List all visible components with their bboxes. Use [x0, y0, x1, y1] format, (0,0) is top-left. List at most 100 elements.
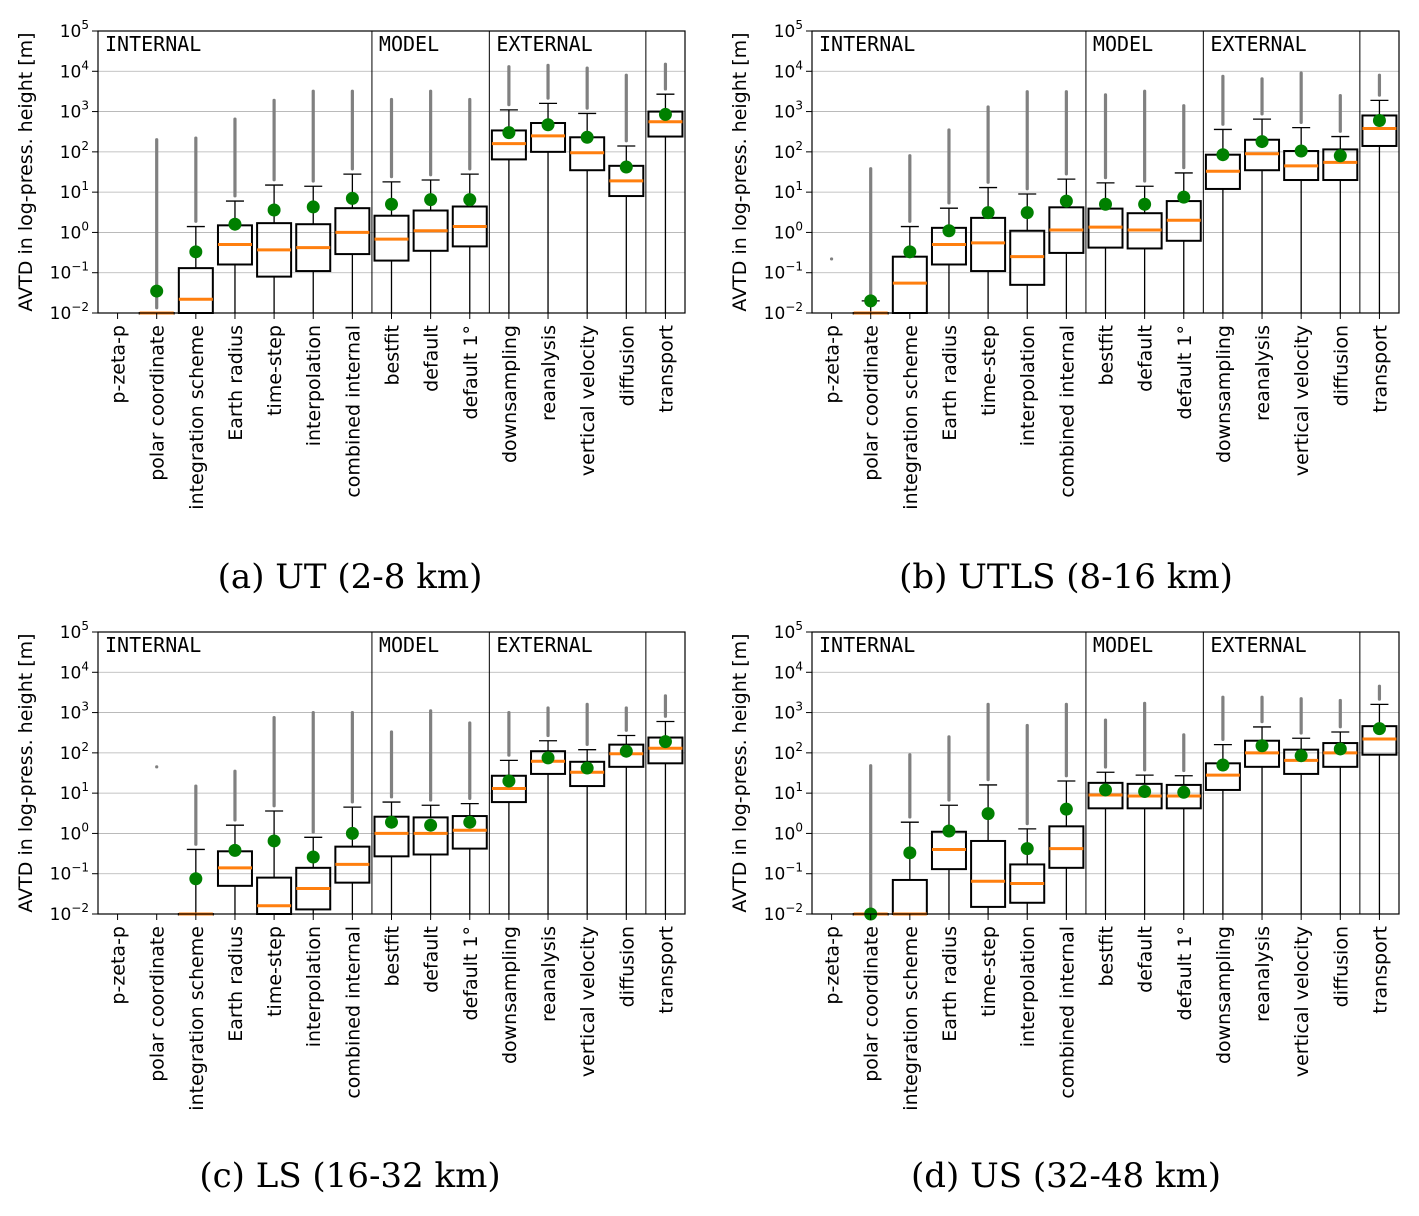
- box-10: [1165, 104, 1202, 313]
- box-8: [1087, 93, 1124, 313]
- group-label: MODEL: [379, 633, 439, 657]
- y-axis-label: AVTD in log-press. height [m]: [15, 32, 37, 311]
- y-tick-label: 104: [60, 659, 89, 683]
- y-tick-label: 101: [60, 179, 89, 203]
- x-tick-label: interpolation: [1017, 926, 1039, 1047]
- y-tick-label: 100: [60, 820, 89, 844]
- x-tick-label: default: [1135, 926, 1157, 993]
- y-tick-label: 10−1: [764, 861, 803, 885]
- box-9: [1126, 701, 1163, 914]
- y-tick-label: 102: [60, 139, 89, 163]
- mean-marker: [1059, 194, 1073, 208]
- box-2: [852, 764, 889, 921]
- box-15: [1361, 684, 1398, 914]
- box-15: [647, 62, 684, 313]
- box-body: [891, 878, 928, 916]
- y-tick-label: 100: [774, 820, 803, 844]
- mean-marker: [942, 224, 956, 238]
- mean-marker: [463, 193, 477, 207]
- box-3: [177, 784, 214, 916]
- y-tick-label: 100: [60, 219, 89, 243]
- group-label: EXTERNAL: [496, 32, 592, 56]
- group-label: INTERNAL: [819, 633, 915, 657]
- group-label: EXTERNAL: [1210, 32, 1306, 56]
- box-13: [569, 66, 606, 313]
- y-axis-label: AVTD in log-press. height [m]: [15, 633, 37, 912]
- x-tick-label: downsampling: [1213, 325, 1235, 463]
- box-5: [970, 702, 1007, 914]
- box-2: [155, 765, 159, 769]
- box-7: [334, 89, 371, 313]
- x-tick-label: interpolation: [303, 325, 325, 446]
- x-tick-label: vertical velocity: [577, 926, 599, 1077]
- box-14: [608, 73, 645, 313]
- box-12: [530, 706, 567, 914]
- box-11: [490, 710, 527, 914]
- group-label: EXTERNAL: [1210, 633, 1306, 657]
- mean-marker: [541, 118, 555, 132]
- caption-c: (c) LS (16-32 km): [199, 1156, 501, 1196]
- x-tick-label: diffusion: [616, 325, 638, 406]
- x-tick-label: interpolation: [303, 926, 325, 1047]
- box-6: [1009, 90, 1046, 313]
- box-6: [1009, 723, 1046, 914]
- y-tick-label: 101: [60, 780, 89, 804]
- mean-marker: [580, 130, 594, 144]
- box-3: [177, 136, 214, 314]
- x-tick-label: bestfit: [382, 926, 404, 987]
- box-3: [891, 154, 928, 314]
- x-tick-label: integration scheme: [900, 325, 922, 510]
- mean-marker: [864, 294, 878, 308]
- x-tick-label: reanalysis: [538, 325, 560, 421]
- outlier-point: [155, 765, 159, 769]
- x-tick-label: transport: [1369, 325, 1391, 413]
- x-tick-label: time-step: [978, 926, 1000, 1017]
- mean-marker: [1177, 190, 1191, 204]
- panel-b: 10−2 100 102 104 10−1 101 103 105 AVTD in log-pr…: [729, 18, 1400, 510]
- y-tick-label: 10−1: [50, 861, 89, 885]
- x-tick-label: default: [421, 926, 443, 993]
- box-6: [295, 710, 332, 914]
- mean-marker: [228, 843, 242, 857]
- x-tick-label: p-zeta-p: [822, 926, 844, 1005]
- x-tick-label: downsampling: [499, 325, 521, 463]
- x-tick-label: reanalysis: [1252, 325, 1274, 421]
- x-tick-label: default 1°: [1174, 926, 1196, 1020]
- mean-marker: [1216, 148, 1230, 162]
- mean-marker: [502, 126, 516, 140]
- box-5: [256, 98, 293, 313]
- box-8: [373, 730, 410, 914]
- mean-marker: [189, 245, 203, 259]
- x-tick-label: integration scheme: [900, 926, 922, 1111]
- x-tick-label: default 1°: [1174, 325, 1196, 419]
- x-tick-label: transport: [1369, 926, 1391, 1014]
- y-tick-label: 10−2: [764, 901, 803, 925]
- x-tick-label: integration scheme: [186, 325, 208, 510]
- y-tick-label: 104: [774, 659, 803, 683]
- mean-marker: [1020, 206, 1034, 220]
- y-axis-label: AVTD in log-press. height [m]: [729, 32, 751, 311]
- x-tick-label: Earth radius: [939, 325, 961, 441]
- box-5: [256, 716, 293, 915]
- mean-marker: [345, 826, 359, 840]
- group-label: MODEL: [1093, 633, 1153, 657]
- y-tick-label: 101: [774, 780, 803, 804]
- panel-c: 10−2 100 102 104 10−1 101 103 105 AVTD in log-pr…: [15, 619, 686, 1111]
- caption-d: (d) US (32-48 km): [910, 1156, 1222, 1196]
- box-10: [451, 97, 488, 313]
- box-5: [970, 105, 1007, 313]
- mean-marker: [658, 107, 672, 121]
- x-tick-label: downsampling: [499, 926, 521, 1064]
- x-tick-label: default 1°: [460, 325, 482, 419]
- mean-marker: [345, 191, 359, 205]
- mean-marker: [619, 744, 633, 758]
- mean-marker: [1059, 802, 1073, 816]
- x-tick-label: reanalysis: [538, 926, 560, 1022]
- box-9: [412, 709, 449, 914]
- mean-marker: [228, 217, 242, 231]
- box-10: [451, 721, 488, 914]
- x-tick-label: Earth radius: [939, 926, 961, 1042]
- group-label: MODEL: [379, 32, 439, 56]
- mean-marker: [1138, 784, 1152, 798]
- box-15: [647, 694, 684, 914]
